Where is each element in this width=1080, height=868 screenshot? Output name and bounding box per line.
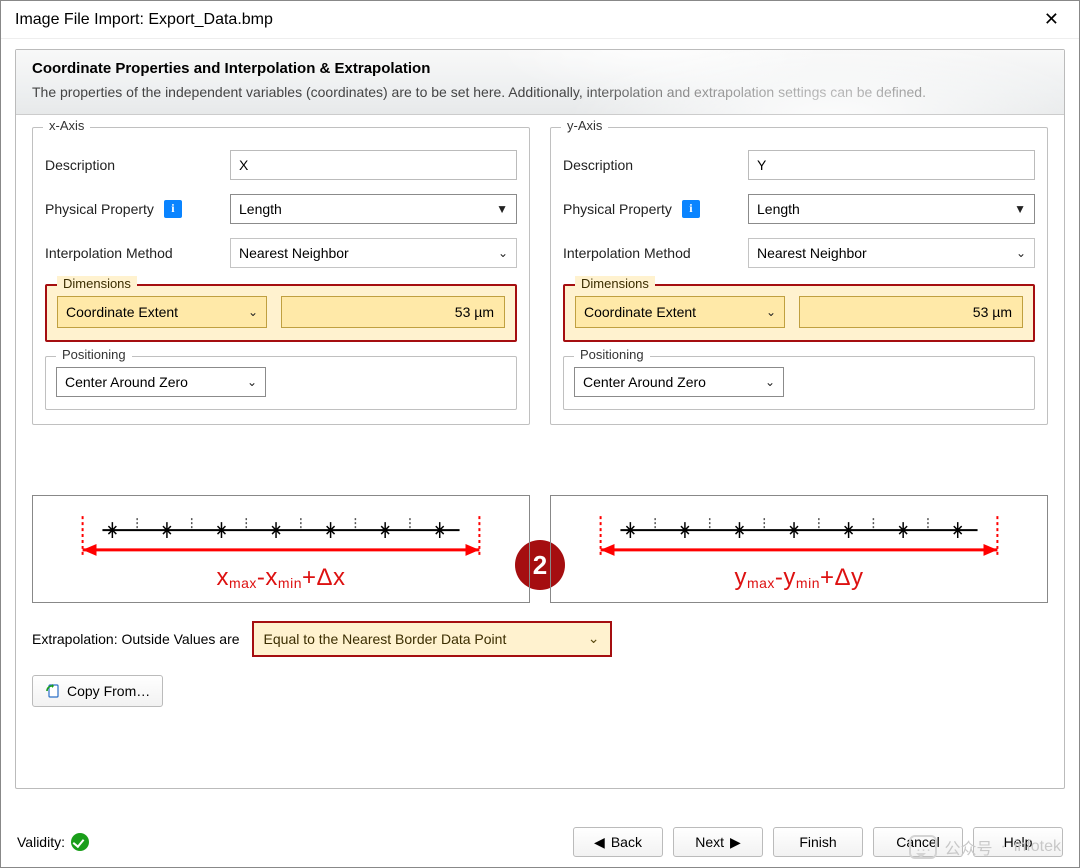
x-dimensions-mode-select[interactable]: Coordinate Extent ⌄ [57, 296, 267, 328]
y-physical-label: Physical Property [563, 201, 672, 217]
chevron-down-icon: ⌄ [588, 630, 600, 647]
x-axis-group: x-Axis Description Physical Property i L… [32, 127, 530, 425]
back-button[interactable]: ◀ Back [573, 827, 663, 857]
x-dimensions-group: Dimensions Coordinate Extent ⌄ 53 µm [45, 284, 517, 342]
y-dimensions-value: 53 µm [973, 304, 1012, 320]
y-positioning-group: Positioning Center Around Zero ⌄ [563, 356, 1035, 410]
diagram-svg [33, 510, 529, 568]
x-positioning-value: Center Around Zero [65, 374, 188, 390]
x-positioning-select[interactable]: Center Around Zero ⌄ [56, 367, 266, 397]
y-dimensions-mode: Coordinate Extent [584, 304, 696, 320]
y-extent-diagram: ymax-ymin+Δy [550, 495, 1048, 603]
x-description-label: Description [45, 157, 220, 173]
page-subtitle: The properties of the independent variab… [32, 83, 1048, 102]
y-description-label: Description [563, 157, 738, 173]
x-dimensions-legend: Dimensions [57, 276, 137, 291]
axis-panels: x-Axis Description Physical Property i L… [16, 115, 1064, 429]
extrapolation-row: Extrapolation: Outside Values are Equal … [16, 603, 1064, 657]
x-interp-label: Interpolation Method [45, 245, 220, 261]
x-extent-formula: xmax-xmin+Δx [33, 564, 529, 592]
y-positioning-legend: Positioning [574, 347, 650, 362]
copy-from-button[interactable]: Copy From… [32, 675, 163, 707]
y-physical-value: Length [757, 201, 800, 217]
x-interp-value: Nearest Neighbor [239, 245, 349, 261]
chevron-down-icon: ⌄ [247, 375, 257, 389]
x-extent-diagram: xmax-xmin+Δx [32, 495, 530, 603]
document-arrow-icon [45, 683, 61, 699]
triangle-left-icon: ◀ [594, 834, 605, 851]
validity-indicator: Validity: [17, 833, 89, 851]
extrapolation-label: Extrapolation: Outside Values are [32, 631, 240, 647]
finish-button[interactable]: Finish [773, 827, 863, 857]
speech-bubble-icon [909, 835, 937, 859]
chevron-down-icon: ⌄ [766, 305, 776, 319]
watermark: 公众号 · infotek [909, 835, 1061, 859]
chevron-down-icon: ⌄ [498, 246, 508, 260]
y-physical-select[interactable]: Length ▼ [748, 194, 1035, 224]
diagram-svg [551, 510, 1047, 568]
titlebar: Image File Import: Export_Data.bmp ✕ [1, 1, 1079, 39]
y-extent-formula: ymax-ymin+Δy [551, 564, 1047, 592]
y-dimensions-value-field[interactable]: 53 µm [799, 296, 1023, 328]
x-dimensions-value: 53 µm [455, 304, 494, 320]
header-band: Coordinate Properties and Interpolation … [16, 50, 1064, 115]
dialog-body: Coordinate Properties and Interpolation … [15, 49, 1065, 789]
y-dimensions-group: Dimensions Coordinate Extent ⌄ 53 µm [563, 284, 1035, 342]
close-icon[interactable]: ✕ [1038, 9, 1065, 30]
chevron-down-icon: ⌄ [1016, 246, 1026, 260]
copy-from-label: Copy From… [67, 683, 150, 699]
window-title: Image File Import: Export_Data.bmp [15, 11, 273, 29]
y-positioning-select[interactable]: Center Around Zero ⌄ [574, 367, 784, 397]
triangle-right-icon: ▶ [730, 834, 741, 851]
x-dimensions-value-field[interactable]: 53 µm [281, 296, 505, 328]
x-physical-select[interactable]: Length ▼ [230, 194, 517, 224]
info-icon[interactable]: i [682, 200, 700, 218]
x-physical-value: Length [239, 201, 282, 217]
x-positioning-legend: Positioning [56, 347, 132, 362]
y-axis-group: y-Axis Description Physical Property i L… [550, 127, 1048, 425]
y-dimensions-legend: Dimensions [575, 276, 655, 291]
x-physical-label: Physical Property [45, 201, 154, 217]
chevron-down-icon: ▼ [496, 202, 508, 216]
y-interp-label: Interpolation Method [563, 245, 738, 261]
validity-label: Validity: [17, 834, 65, 850]
info-icon[interactable]: i [164, 200, 182, 218]
back-label: Back [611, 834, 642, 850]
next-label: Next [695, 834, 724, 850]
watermark-text-1: 公众号 [945, 835, 993, 859]
y-positioning-value: Center Around Zero [583, 374, 706, 390]
watermark-dot: · [1001, 838, 1006, 856]
dialog-window: Image File Import: Export_Data.bmp ✕ Coo… [0, 0, 1080, 868]
y-axis-legend: y-Axis [561, 118, 608, 133]
y-dimensions-mode-select[interactable]: Coordinate Extent ⌄ [575, 296, 785, 328]
x-interp-select[interactable]: Nearest Neighbor ⌄ [230, 238, 517, 268]
y-interp-value: Nearest Neighbor [757, 245, 867, 261]
watermark-text-2: infotek [1014, 838, 1061, 856]
x-axis-legend: x-Axis [43, 118, 90, 133]
x-positioning-group: Positioning Center Around Zero ⌄ [45, 356, 517, 410]
page-title: Coordinate Properties and Interpolation … [32, 60, 1048, 77]
x-dimensions-mode: Coordinate Extent [66, 304, 178, 320]
y-description-input[interactable] [748, 150, 1035, 180]
y-interp-select[interactable]: Nearest Neighbor ⌄ [748, 238, 1035, 268]
extrapolation-value: Equal to the Nearest Border Data Point [264, 631, 507, 647]
x-description-input[interactable] [230, 150, 517, 180]
check-icon [71, 833, 89, 851]
next-button[interactable]: Next ▶ [673, 827, 763, 857]
chevron-down-icon: ⌄ [248, 305, 258, 319]
extrapolation-select[interactable]: Equal to the Nearest Border Data Point ⌄ [252, 621, 612, 657]
chevron-down-icon: ▼ [1014, 202, 1026, 216]
chevron-down-icon: ⌄ [765, 375, 775, 389]
